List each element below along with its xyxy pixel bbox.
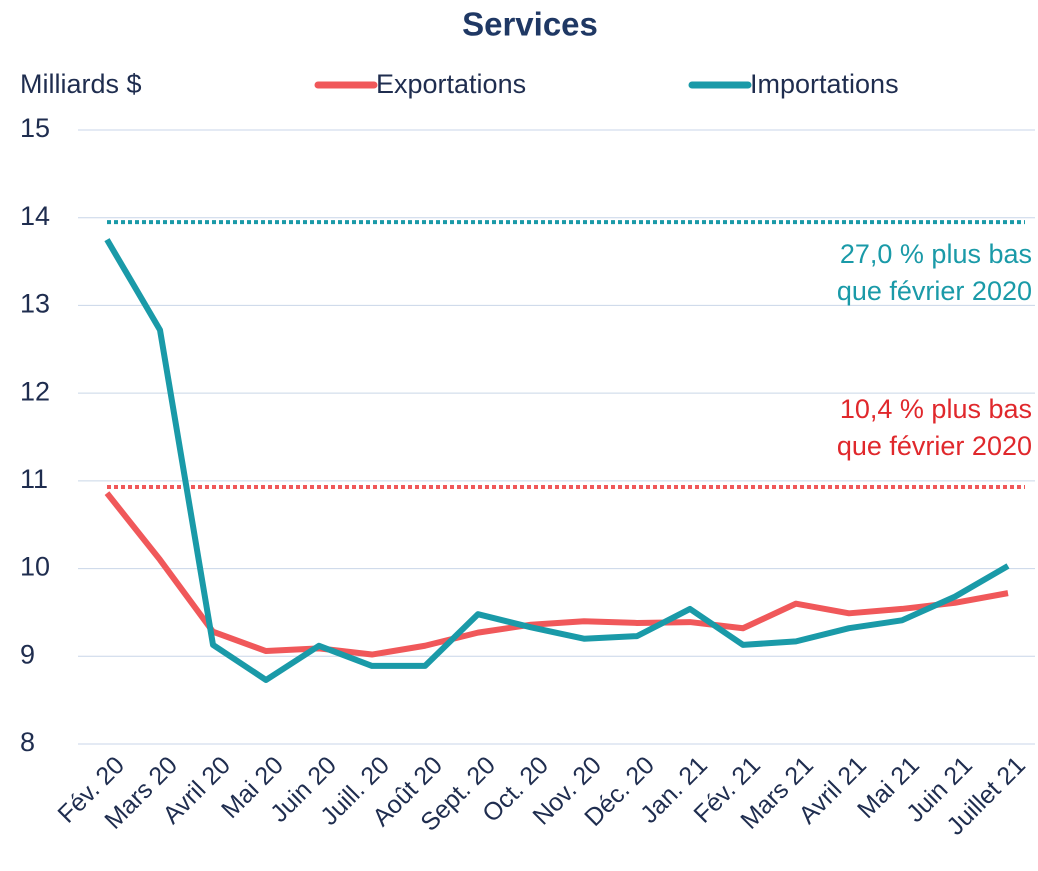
annotation: que février 2020 [837,276,1032,306]
y-tick-label: 12 [20,376,50,406]
chart-title: Services [462,6,598,43]
data-line [104,238,1010,683]
y-tick-label: 15 [20,113,50,143]
y-tick-label: 11 [20,464,48,494]
data-line [104,491,1009,658]
annotation: 10,4 % plus bas [840,394,1032,424]
y-tick-label: 14 [20,201,50,231]
y-tick-label: 13 [20,289,50,319]
legend-label: Exportations [376,69,526,99]
y-tick-label: 8 [20,727,35,757]
legend-label: Importations [750,69,899,99]
annotation: 27,0 % plus bas [840,239,1032,269]
y-tick-label: 10 [20,552,50,582]
y-axis-label: Milliards $ [20,69,142,99]
annotation: que février 2020 [837,431,1032,461]
y-tick-label: 9 [20,639,35,669]
